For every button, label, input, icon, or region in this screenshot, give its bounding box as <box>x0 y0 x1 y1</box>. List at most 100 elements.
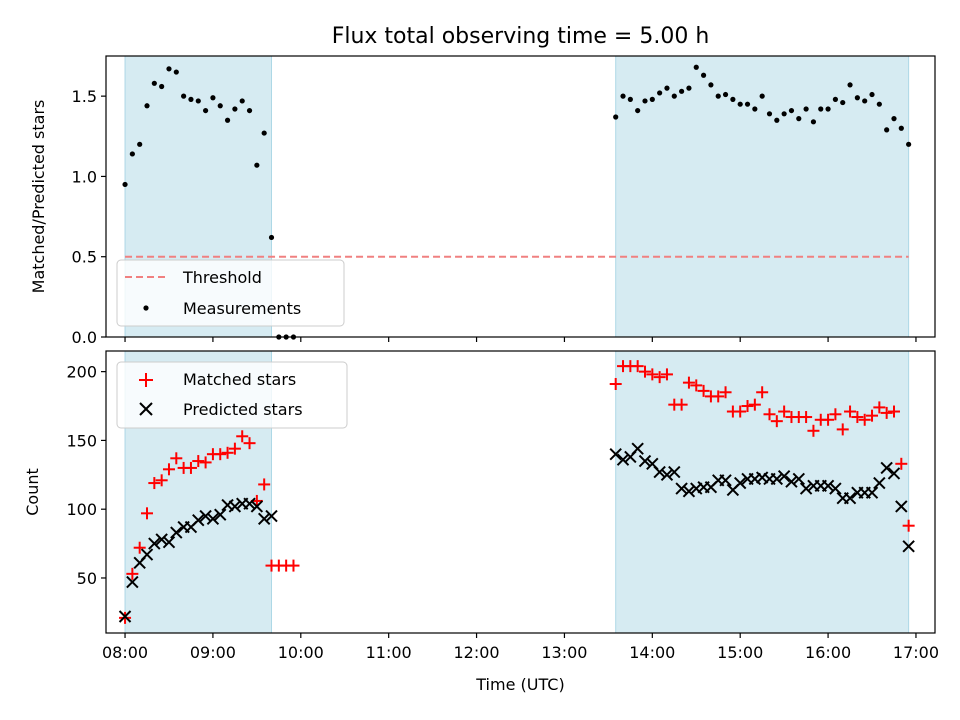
measurement-point <box>715 93 721 99</box>
top-legend-box <box>116 259 345 327</box>
predicted-point <box>653 465 666 479</box>
predicted-point <box>873 476 886 490</box>
measurement-point <box>129 151 135 157</box>
legend-predicted-swatch <box>139 402 153 416</box>
measurement-point <box>810 119 817 125</box>
predicted-point <box>162 536 176 549</box>
measurement-point <box>693 64 699 70</box>
top-y-tick-label: 0.0 <box>72 328 97 347</box>
measurement-point <box>239 98 245 104</box>
x-tick-label: 08:00 <box>102 643 148 662</box>
predicted-point <box>616 453 630 466</box>
measurement-point <box>700 72 707 78</box>
top-legend: Threshold Measurements <box>116 259 345 327</box>
measurement-point <box>854 95 860 101</box>
bottom-legend-box <box>116 361 348 429</box>
matched-point <box>770 415 783 428</box>
measurement-point <box>781 111 787 117</box>
matched-point <box>807 424 820 437</box>
predicted-point <box>638 454 652 468</box>
matched-point <box>800 411 813 424</box>
measurement-point <box>862 98 868 104</box>
predicted-point <box>821 479 835 493</box>
top-y-tick-label: 0.5 <box>72 248 97 267</box>
top-measurement-points <box>122 64 912 340</box>
top-y-tick-label: 1.5 <box>72 87 97 106</box>
bottom-panel: 50 100 150 200 08:00 09:00 10:00 11:00 12:00 13:… <box>23 350 939 694</box>
predicted-point <box>257 512 271 526</box>
matched-point <box>873 401 886 414</box>
matched-point <box>287 559 300 572</box>
measurement-point <box>774 117 780 123</box>
predicted-point <box>660 468 674 482</box>
measurement-point <box>825 106 831 112</box>
matched-point <box>192 455 205 468</box>
matched-point <box>214 448 227 461</box>
top-y-tick-label: 1.0 <box>72 167 97 186</box>
x-tick-label: 12:00 <box>454 643 500 662</box>
predicted-point <box>192 513 205 527</box>
matched-point <box>836 423 849 436</box>
matched-point <box>902 519 915 532</box>
matched-point <box>133 541 146 554</box>
matched-point <box>690 379 703 392</box>
measurement-point <box>657 90 663 96</box>
measurement-point <box>159 83 165 90</box>
measurement-point <box>876 101 882 107</box>
top-x-ticks <box>124 337 917 342</box>
matched-point <box>141 507 154 520</box>
predicted-point <box>140 548 154 561</box>
chart-title: Flux total observing time = 5.00 h <box>332 24 710 49</box>
predicted-point <box>785 475 798 488</box>
matched-point <box>778 405 791 418</box>
matched-point <box>763 408 776 421</box>
measurement-point <box>224 117 231 123</box>
predicted-point <box>668 465 681 479</box>
matched-point <box>653 371 666 384</box>
matched-point <box>895 457 908 470</box>
measurement-point <box>847 82 853 88</box>
measurement-point <box>803 106 809 112</box>
measurement-point <box>759 93 765 99</box>
measurement-point <box>686 85 692 91</box>
matched-point <box>236 430 249 443</box>
predicted-point <box>228 500 242 513</box>
bottom-y-tick-label: 200 <box>66 363 97 382</box>
predicted-point <box>243 497 256 510</box>
predicted-point <box>733 476 747 490</box>
matched-point <box>851 411 864 424</box>
matched-point <box>858 413 871 426</box>
top-axes-frame <box>105 55 936 338</box>
predicted-point <box>206 512 220 526</box>
measurement-point <box>202 107 209 114</box>
matched-point <box>638 365 651 378</box>
x-tick-label: 10:00 <box>278 643 324 662</box>
matched-point <box>741 400 754 413</box>
matched-point <box>126 567 139 580</box>
predicted-point <box>792 472 805 486</box>
legend-measurements-swatch <box>143 305 149 311</box>
predicted-point <box>843 491 857 505</box>
matched-point <box>609 378 622 391</box>
measurement-point <box>137 141 143 147</box>
measurement-point <box>122 181 128 188</box>
matched-point <box>675 398 688 411</box>
matched-point <box>631 360 644 373</box>
predicted-point <box>170 526 183 539</box>
bottom-x-ticks: 08:00 09:00 10:00 11:00 12:00 13:00 14:00 15:00… <box>102 633 939 662</box>
measurement-point <box>796 116 802 122</box>
x-tick-label: 17:00 <box>893 643 939 662</box>
measurement-point <box>737 101 743 107</box>
matched-point <box>170 452 183 465</box>
matched-point <box>646 368 659 381</box>
measurement-point <box>635 107 641 114</box>
matched-point <box>887 405 900 418</box>
predicted-point <box>265 509 278 523</box>
measurement-point <box>752 106 758 112</box>
measurement-point <box>261 130 267 136</box>
top-panel: 0.0 0.5 1.0 1.5 Matched/Predicted stars Thr… <box>29 55 936 347</box>
bottom-y-tick-label: 50 <box>77 569 97 588</box>
matched-point <box>748 398 761 411</box>
measurement-point <box>869 91 875 98</box>
predicted-point <box>148 537 161 550</box>
